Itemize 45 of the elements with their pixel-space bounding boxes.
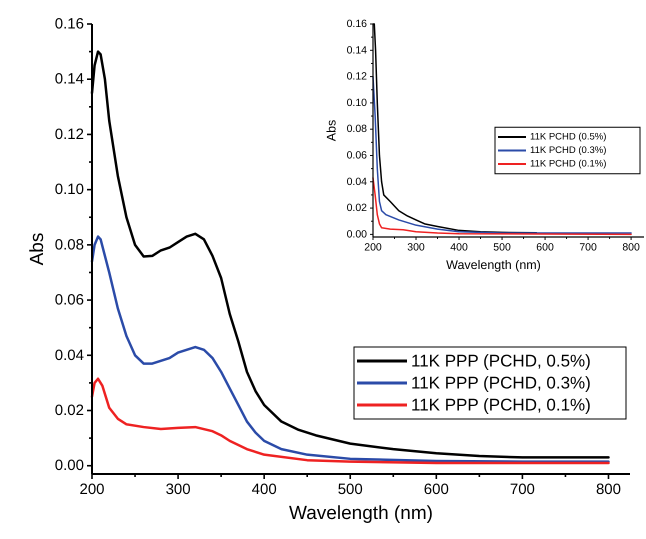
- y-tick-label: 0.10: [54, 181, 84, 198]
- y-tick-label: 0.02: [346, 202, 368, 214]
- x-tick-label: 800: [596, 481, 621, 498]
- x-tick-label: 400: [252, 481, 277, 498]
- legend-label: 11K PPP (PCHD, 0.3%): [411, 374, 591, 392]
- y-tick-label: 0.14: [346, 44, 368, 56]
- y-axis-title: Abs: [27, 232, 48, 266]
- y-tick-label: 0.06: [54, 292, 84, 309]
- y-tick-label: 0.08: [346, 123, 368, 136]
- y-tick-label: 0.14: [54, 70, 84, 88]
- y-tick-label: 0.10: [346, 96, 368, 109]
- x-tick-label: 400: [450, 242, 468, 254]
- legend-label: 11K PCHD (0.5%): [530, 132, 606, 142]
- x-tick-label: 700: [510, 481, 535, 498]
- x-tick-label: 800: [622, 242, 640, 254]
- x-tick-label: 500: [493, 242, 511, 254]
- y-tick-label: 0.00: [346, 228, 368, 240]
- y-tick-label: 0.12: [54, 126, 84, 143]
- x-axis-title: Wavelength (nm): [289, 503, 433, 524]
- y-tick-label: 0.16: [54, 16, 84, 32]
- x-tick-label: 200: [364, 242, 382, 254]
- legend-label: 11K PCHD (0.1%): [530, 158, 606, 170]
- y-tick-label: 0.08: [54, 236, 84, 254]
- x-tick-label: 200: [79, 481, 105, 498]
- y-tick-label: 0.16: [346, 18, 368, 30]
- y-tick-label: 0.04: [54, 346, 84, 364]
- x-tick-label: 700: [579, 242, 597, 254]
- line-series: [90, 378, 610, 464]
- y-tick-label: 0.12: [346, 70, 368, 83]
- legend-label: 11K PCHD (0.3%): [530, 145, 606, 156]
- x-tick-label: 500: [338, 481, 363, 498]
- line-series: [372, 177, 632, 236]
- y-tick-label: 0.04: [346, 176, 368, 188]
- line-series: [372, 76, 632, 234]
- x-tick-label: 600: [424, 481, 449, 498]
- legend-label: 11K PPP (PCHD, 0.5%): [411, 352, 591, 370]
- x-tick-label: 300: [166, 481, 191, 498]
- y-axis-title: Abs: [324, 120, 339, 142]
- y-tick-label: 0.06: [346, 149, 368, 162]
- x-tick-label: 300: [407, 242, 425, 254]
- x-axis-title: Wavelength (nm): [446, 258, 541, 272]
- y-tick-label: 0.00: [54, 457, 84, 474]
- y-tick-label: 0.02: [54, 402, 84, 420]
- legend-label: 11K PPP (PCHD, 0.1%): [411, 396, 591, 414]
- x-tick-label: 600: [536, 242, 554, 254]
